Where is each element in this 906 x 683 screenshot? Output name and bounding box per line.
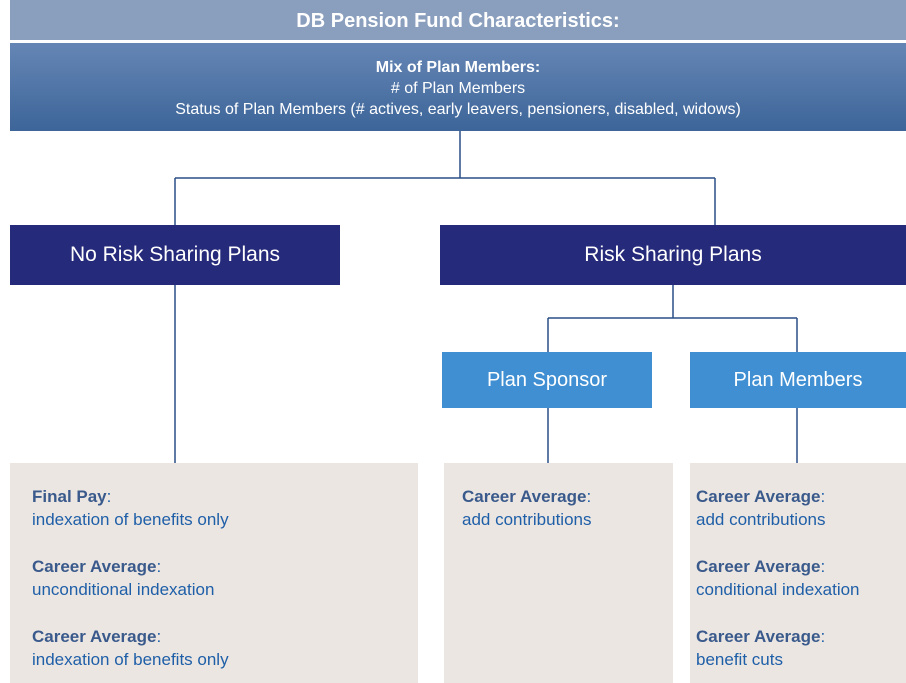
members-list: Career Average: add contributions Career A… [690, 463, 906, 683]
mix-line: Status of Plan Members (# actives, early… [175, 101, 741, 118]
list-item: Career Average: conditional indexation [696, 555, 906, 601]
list-item: Career Average: indexation of benefits on… [32, 625, 418, 671]
list-item: Final Pay: indexation of benefits only [32, 485, 418, 531]
item-term: Career Average [696, 557, 821, 576]
right-box: Risk Sharing Plans [440, 225, 906, 285]
sponsor-list: Career Average: add contributions [444, 463, 673, 683]
item-punct: : [820, 627, 826, 646]
item-text: unconditional indexation [32, 580, 215, 599]
item-term: Career Average [696, 487, 821, 506]
item-punct: : [820, 557, 826, 576]
mix-box: Mix of Plan Members: # of Plan Members S… [10, 43, 906, 131]
sponsor-box: Plan Sponsor [442, 352, 652, 408]
list-item: Career Average: unconditional indexation [32, 555, 418, 601]
item-text: indexation of benefits only [32, 650, 229, 669]
list-item: Career Average: add contributions [696, 485, 906, 531]
item-text: indexation of benefits only [32, 510, 229, 529]
item-text: conditional indexation [696, 580, 860, 599]
list-item: Career Average: benefit cuts [696, 625, 906, 671]
mix-line: # of Plan Members [390, 80, 526, 97]
item-term: Career Average [32, 557, 157, 576]
mix-heading: Mix of Plan Members: [375, 59, 541, 76]
item-punct: : [106, 487, 112, 506]
item-punct: : [586, 487, 592, 506]
header-title: DB Pension Fund Characteristics: [10, 0, 906, 42]
list-item: Career Average: add contributions [462, 485, 673, 531]
item-text: add contributions [462, 510, 592, 529]
item-term: Final Pay [32, 487, 107, 506]
item-term: Career Average [696, 627, 821, 646]
members-box: Plan Members [690, 352, 906, 408]
item-punct: : [820, 487, 826, 506]
left-box: No Risk Sharing Plans [10, 225, 340, 285]
connector-lines [174, 131, 798, 463]
item-punct: : [156, 627, 162, 646]
item-term: Career Average [32, 627, 157, 646]
item-text: benefit cuts [696, 650, 783, 669]
item-term: Career Average [462, 487, 587, 506]
item-punct: : [156, 557, 162, 576]
left-list: Final Pay: indexation of benefits only Car… [10, 463, 418, 683]
item-text: add contributions [696, 510, 826, 529]
